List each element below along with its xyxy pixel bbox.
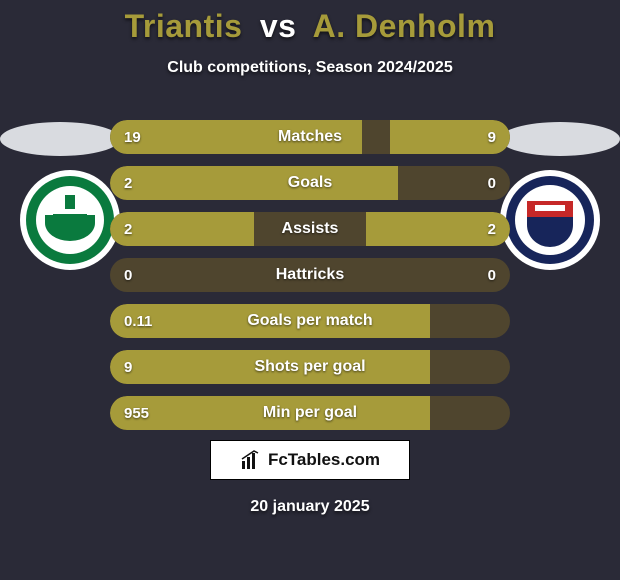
stat-label: Assists — [110, 212, 510, 246]
stat-label: Hattricks — [110, 258, 510, 292]
brand-text: FcTables.com — [268, 450, 380, 470]
stat-row: 22Assists — [110, 212, 510, 246]
stat-row: 199Matches — [110, 120, 510, 154]
player2-club-crest — [500, 170, 600, 270]
stat-label: Shots per goal — [110, 350, 510, 384]
stat-rows: 199Matches 20Goals 22Assists 00Hattricks 0.1… — [110, 120, 510, 442]
player1-name: Triantis — [125, 8, 243, 44]
fctables-logo-icon — [240, 449, 262, 471]
stat-row: 955Min per goal — [110, 396, 510, 430]
player2-shadow-ellipse — [500, 122, 620, 156]
subtitle: Club competitions, Season 2024/2025 — [0, 59, 620, 77]
stat-row: 20Goals — [110, 166, 510, 200]
player1-club-crest — [20, 170, 120, 270]
report-date: 20 january 2025 — [0, 498, 620, 516]
stat-row: 0.11Goals per match — [110, 304, 510, 338]
brand-box: FcTables.com — [210, 440, 410, 480]
stat-label: Goals per match — [110, 304, 510, 338]
comparison-title: Triantis vs A. Denholm — [0, 0, 620, 45]
player2-name: A. Denholm — [313, 8, 496, 44]
stat-row: 00Hattricks — [110, 258, 510, 292]
hibernian-crest-icon — [25, 175, 115, 265]
player1-shadow-ellipse — [0, 122, 120, 156]
stat-row: 9Shots per goal — [110, 350, 510, 384]
stat-label: Matches — [110, 120, 510, 154]
stat-label: Goals — [110, 166, 510, 200]
ross-county-crest-icon — [505, 175, 595, 265]
stat-label: Min per goal — [110, 396, 510, 430]
vs-separator: vs — [260, 8, 297, 44]
